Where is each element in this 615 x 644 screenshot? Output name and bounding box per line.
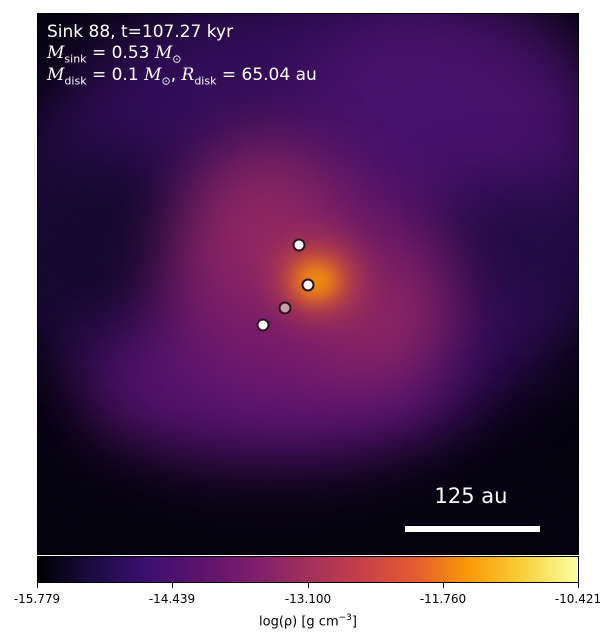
colorbar-label: log(ρ) [g cm−3] — [259, 613, 357, 630]
colorbar-tick — [37, 583, 38, 588]
sink-mass: Msink = 0.53 M⊙ — [47, 43, 182, 66]
density-map: Sink 88, t=107.27 kyr Msink = 0.53 M⊙ Md… — [37, 13, 579, 555]
colorbar-tick — [443, 583, 444, 588]
colorbar — [37, 556, 579, 583]
sink-particle — [301, 278, 315, 292]
colorbar-tick-label: -14.439 — [148, 592, 196, 606]
colorbar-tick — [578, 583, 579, 588]
colorbar-tick — [172, 583, 173, 588]
scalebar-label: 125 au — [434, 484, 508, 508]
dark-bottom — [38, 454, 578, 554]
sink-particle — [292, 238, 306, 252]
scalebar-line — [405, 526, 540, 532]
colorbar-tick-label: -13.100 — [284, 592, 332, 606]
sink-id-time: Sink 88, t=107.27 kyr — [47, 22, 234, 42]
colorbar-tick-label: -10.421 — [554, 592, 602, 606]
colorbar-tick-label: -11.760 — [419, 592, 467, 606]
sink-particle — [278, 301, 292, 315]
colorbar-tick — [308, 583, 309, 588]
disk-properties: Mdisk = 0.1 M⊙, Rdisk = 65.04 au — [47, 65, 317, 88]
colorbar-tick-label: -15.779 — [13, 592, 61, 606]
sink-particle — [256, 318, 270, 332]
